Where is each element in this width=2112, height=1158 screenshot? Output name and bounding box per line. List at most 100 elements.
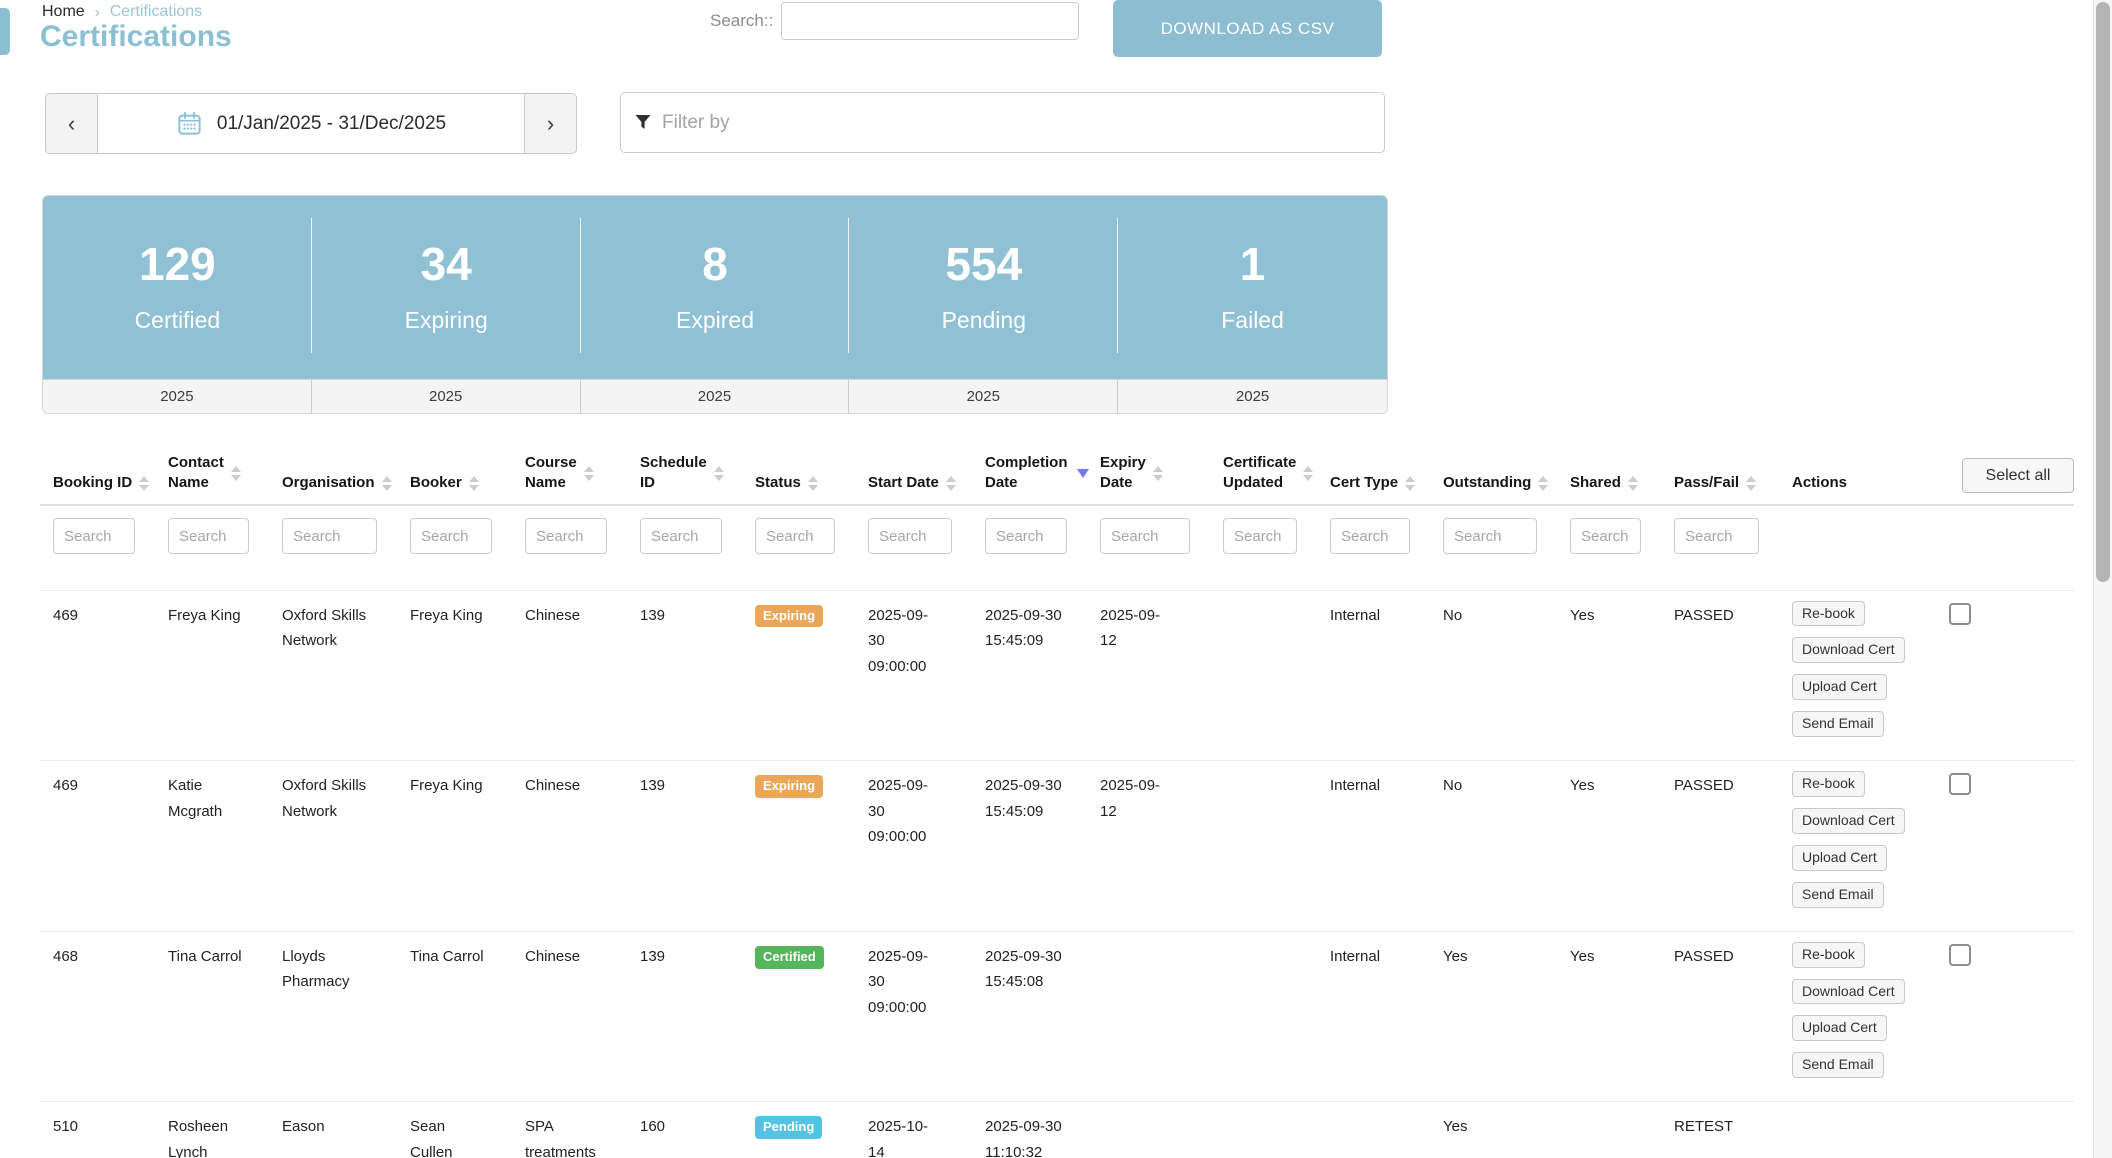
cell-cert-type: Internal xyxy=(1317,760,1430,932)
stat-expiring[interactable]: 34 Expiring xyxy=(312,196,581,379)
column-search-row xyxy=(40,505,2074,591)
rebook-button[interactable]: Re-book xyxy=(1792,941,1865,968)
stat-failed[interactable]: 1 Failed xyxy=(1118,196,1387,379)
cell-outstanding: No xyxy=(1430,590,1557,762)
sort-icon[interactable] xyxy=(1405,475,1416,491)
column-header-expiry-date[interactable]: Expiry Date xyxy=(1087,443,1210,506)
search-cert-type[interactable] xyxy=(1330,518,1410,554)
sort-icon[interactable] xyxy=(468,475,479,491)
cell-organisation: Lloyds Pharmacy xyxy=(269,931,397,1103)
column-header-start-date[interactable]: Start Date xyxy=(855,443,972,506)
sort-icon[interactable] xyxy=(1303,465,1314,481)
sort-icon[interactable] xyxy=(945,475,956,491)
row-checkbox[interactable] xyxy=(1949,943,1971,966)
cell-cert-type: Internal xyxy=(1317,931,1430,1103)
sort-icon[interactable] xyxy=(230,465,241,481)
column-header-course-name[interactable]: Course Name xyxy=(512,443,627,506)
sort-icon[interactable] xyxy=(713,465,724,481)
filter-input[interactable] xyxy=(660,101,1384,144)
search-expiry-date[interactable] xyxy=(1100,518,1190,554)
stat-pending[interactable]: 554 Pending xyxy=(849,196,1118,379)
cell-pass-fail: PASSED xyxy=(1661,760,1779,932)
stat-expired-year: 2025 xyxy=(581,380,850,413)
column-header-status[interactable]: Status xyxy=(742,443,855,506)
search-completion-date[interactable] xyxy=(985,518,1067,554)
search-certificate-updated[interactable] xyxy=(1223,518,1297,554)
cell-schedule-id: 139 xyxy=(627,931,742,1103)
search-start-date[interactable] xyxy=(868,518,952,554)
stat-expired[interactable]: 8 Expired xyxy=(581,196,850,379)
sort-icon[interactable] xyxy=(1627,475,1638,491)
search-contact-name[interactable] xyxy=(168,518,249,554)
sort-icon[interactable] xyxy=(1152,465,1163,481)
search-booker[interactable] xyxy=(410,518,492,554)
search-organisation[interactable] xyxy=(282,518,377,554)
search-status[interactable] xyxy=(755,518,835,554)
sort-icon[interactable] xyxy=(583,465,594,481)
date-next-button[interactable]: › xyxy=(524,94,576,153)
cell-shared: Yes xyxy=(1557,760,1661,932)
send-email-button[interactable]: Send Email xyxy=(1792,881,1884,908)
column-header-outstanding[interactable]: Outstanding xyxy=(1430,443,1557,506)
cell-start-date: 2025-09-30 09:00:00 xyxy=(855,931,972,1103)
search-pass-fail[interactable] xyxy=(1674,518,1759,554)
table-header-row: Booking ID Contact Name Organisation Boo… xyxy=(40,443,2074,506)
column-header-booker[interactable]: Booker xyxy=(397,443,512,506)
upload-cert-button[interactable]: Upload Cert xyxy=(1792,674,1887,701)
row-checkbox[interactable] xyxy=(1949,773,1971,796)
row-checkbox[interactable] xyxy=(1949,602,1971,625)
column-header-shared[interactable]: Shared xyxy=(1557,443,1661,506)
cell-booker: Tina Carrol xyxy=(397,931,512,1103)
breadcrumb-home-link[interactable]: Home xyxy=(42,3,85,20)
search-booking-id[interactable] xyxy=(53,518,135,554)
rebook-button[interactable]: Re-book xyxy=(1792,771,1865,797)
search-shared[interactable] xyxy=(1570,518,1641,554)
cell-organisation: Eason xyxy=(269,1101,397,1158)
download-cert-button[interactable]: Download Cert xyxy=(1792,807,1905,834)
search-schedule-id[interactable] xyxy=(640,518,722,554)
sort-icon[interactable] xyxy=(807,475,818,491)
upload-cert-button[interactable]: Upload Cert xyxy=(1792,844,1887,871)
column-header-cert-type[interactable]: Cert Type xyxy=(1317,443,1430,506)
global-search-input[interactable] xyxy=(781,2,1080,40)
cell-booking-id: 469 xyxy=(40,590,155,762)
search-outstanding[interactable] xyxy=(1443,518,1537,554)
cell-contact-name: Rosheen Lynch xyxy=(155,1101,269,1158)
column-header-completion-date[interactable]: Completion Date xyxy=(972,443,1089,506)
column-header-contact-name[interactable]: Contact Name xyxy=(155,443,269,506)
upload-cert-button[interactable]: Upload Cert xyxy=(1792,1015,1887,1042)
cell-expiry-date: 2025-09-12 xyxy=(1087,760,1210,932)
column-header-certificate-updated[interactable]: Certificate Updated xyxy=(1210,443,1317,506)
sort-desc-icon[interactable] xyxy=(1076,468,1089,478)
sort-icon[interactable] xyxy=(1746,475,1757,491)
column-header-schedule-id[interactable]: Schedule ID xyxy=(627,443,742,506)
send-email-button[interactable]: Send Email xyxy=(1792,711,1884,738)
stat-expiring-label: Expiring xyxy=(404,307,488,333)
cell-cert-type xyxy=(1317,1101,1430,1158)
download-csv-button[interactable]: DOWNLOAD AS CSV xyxy=(1113,0,1382,57)
date-prev-button[interactable]: ‹ xyxy=(46,94,98,153)
date-range-display[interactable]: 01/Jan/2025 - 31/Dec/2025 xyxy=(98,94,524,153)
cell-expiry-date xyxy=(1087,1101,1210,1158)
breadcrumb-current-link[interactable]: Certifications xyxy=(109,3,203,20)
download-cert-button[interactable]: Download Cert xyxy=(1792,637,1905,664)
column-header-booking-id[interactable]: Booking ID xyxy=(40,443,155,506)
column-header-pass-fail[interactable]: Pass/Fail xyxy=(1661,443,1779,506)
select-all-button[interactable]: Select all xyxy=(1962,458,2074,493)
global-search: Search:: xyxy=(710,2,1080,40)
rebook-button[interactable]: Re-book xyxy=(1792,600,1865,627)
sort-icon[interactable] xyxy=(381,475,392,491)
stat-pending-year: 2025 xyxy=(849,380,1119,413)
sort-icon[interactable] xyxy=(1538,475,1549,491)
vertical-scrollbar[interactable] xyxy=(2093,0,2112,1158)
download-cert-button[interactable]: Download Cert xyxy=(1792,978,1905,1005)
send-email-button[interactable]: Send Email xyxy=(1792,1052,1884,1079)
scrollbar-thumb[interactable] xyxy=(2096,2,2110,582)
search-course-name[interactable] xyxy=(525,518,607,554)
cell-certificate-updated xyxy=(1210,590,1317,762)
cell-organisation: Oxford Skills Network xyxy=(269,760,397,932)
sidebar-peek-tab[interactable] xyxy=(0,8,10,55)
sort-icon[interactable] xyxy=(139,475,150,491)
column-header-organisation[interactable]: Organisation xyxy=(269,443,397,506)
stat-certified[interactable]: 129 Certified xyxy=(43,196,312,379)
